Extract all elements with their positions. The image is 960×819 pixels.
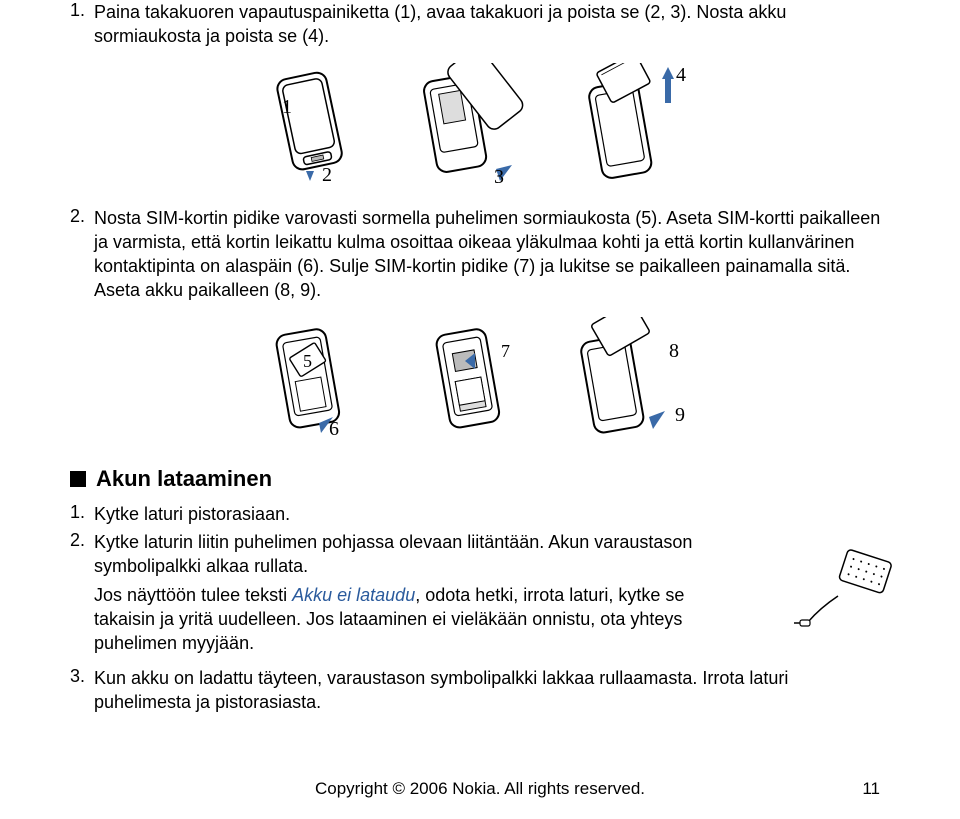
fig2-label-8: 8 (669, 340, 679, 362)
figure-phone-3: 4 (570, 63, 700, 188)
figure-phone-5: 7 (415, 317, 525, 442)
charge-step-1-num: 1. (70, 502, 94, 526)
charge-step-3-num: 3. (70, 666, 94, 715)
fig2-label-9: 9 (675, 404, 685, 426)
step-2-number: 2. (70, 206, 94, 303)
charge-step-2-extra: Jos näyttöön tulee teksti Akku ei lataud… (70, 583, 730, 656)
fig1-label-4: 4 (676, 64, 686, 86)
charge-step-3-text: Kun akku on ladattu täyteen, varaustason… (94, 666, 890, 715)
arrow-down-icon (306, 171, 314, 181)
charger-illustration (790, 548, 900, 643)
step-1-number: 1. (70, 0, 94, 49)
arrow-up-head-icon (662, 67, 674, 79)
fig1-label-2: 2 (322, 164, 332, 183)
square-bullet-icon (70, 471, 86, 487)
step-2: 2. Nosta SIM-kortin pidike varovasti sor… (70, 206, 890, 303)
fig1-label-3: 3 (494, 166, 504, 183)
section-heading-row: Akun lataaminen (70, 466, 890, 492)
step-2-text: Nosta SIM-kortin pidike varovasti sormel… (94, 206, 890, 303)
charge-step-2-line1: Kytke laturin liitin puhelimen pohjassa … (94, 532, 692, 576)
step-1-text: Paina takakuoren vapautuspainiketta (1),… (94, 0, 890, 49)
charge-step-1-text: Kytke laturi pistorasiaan. (94, 502, 890, 526)
charge-step-1: 1. Kytke laturi pistorasiaan. (70, 502, 890, 526)
page-number: 11 (862, 779, 880, 799)
figure-phone-4: 5 6 (255, 317, 375, 442)
charge-step-2-highlight: Akku ei lataudu (292, 585, 415, 605)
charge-step-2-num: 2. (70, 530, 94, 579)
fig2-label-5: 5 (303, 351, 312, 371)
figure-phone-1: 1 2 (260, 63, 360, 188)
step-1: 1. Paina takakuoren vapautuspainiketta (… (70, 0, 890, 49)
charge-step-2: 2. Kytke laturin liitin puhelimen pohjas… (70, 530, 890, 579)
charge-step-3: 3. Kun akku on ladattu täyteen, varausta… (70, 666, 890, 715)
fig1-label-1: 1 (282, 96, 292, 118)
section-heading: Akun lataaminen (96, 466, 272, 492)
figure-phone-6: 8 9 (565, 317, 705, 442)
fig2-label-6: 6 (329, 418, 339, 437)
fig2-label-7: 7 (501, 341, 510, 361)
arrow-diag3-icon (649, 411, 665, 429)
figure-row-2: 5 6 7 8 (70, 317, 890, 442)
figure-row-1: 1 2 3 (70, 63, 890, 188)
charge-step-2-pre: Jos näyttöön tulee teksti (94, 585, 292, 605)
figure-phone-2: 3 (400, 63, 530, 188)
footer-copyright: Copyright © 2006 Nokia. All rights reser… (0, 779, 960, 799)
